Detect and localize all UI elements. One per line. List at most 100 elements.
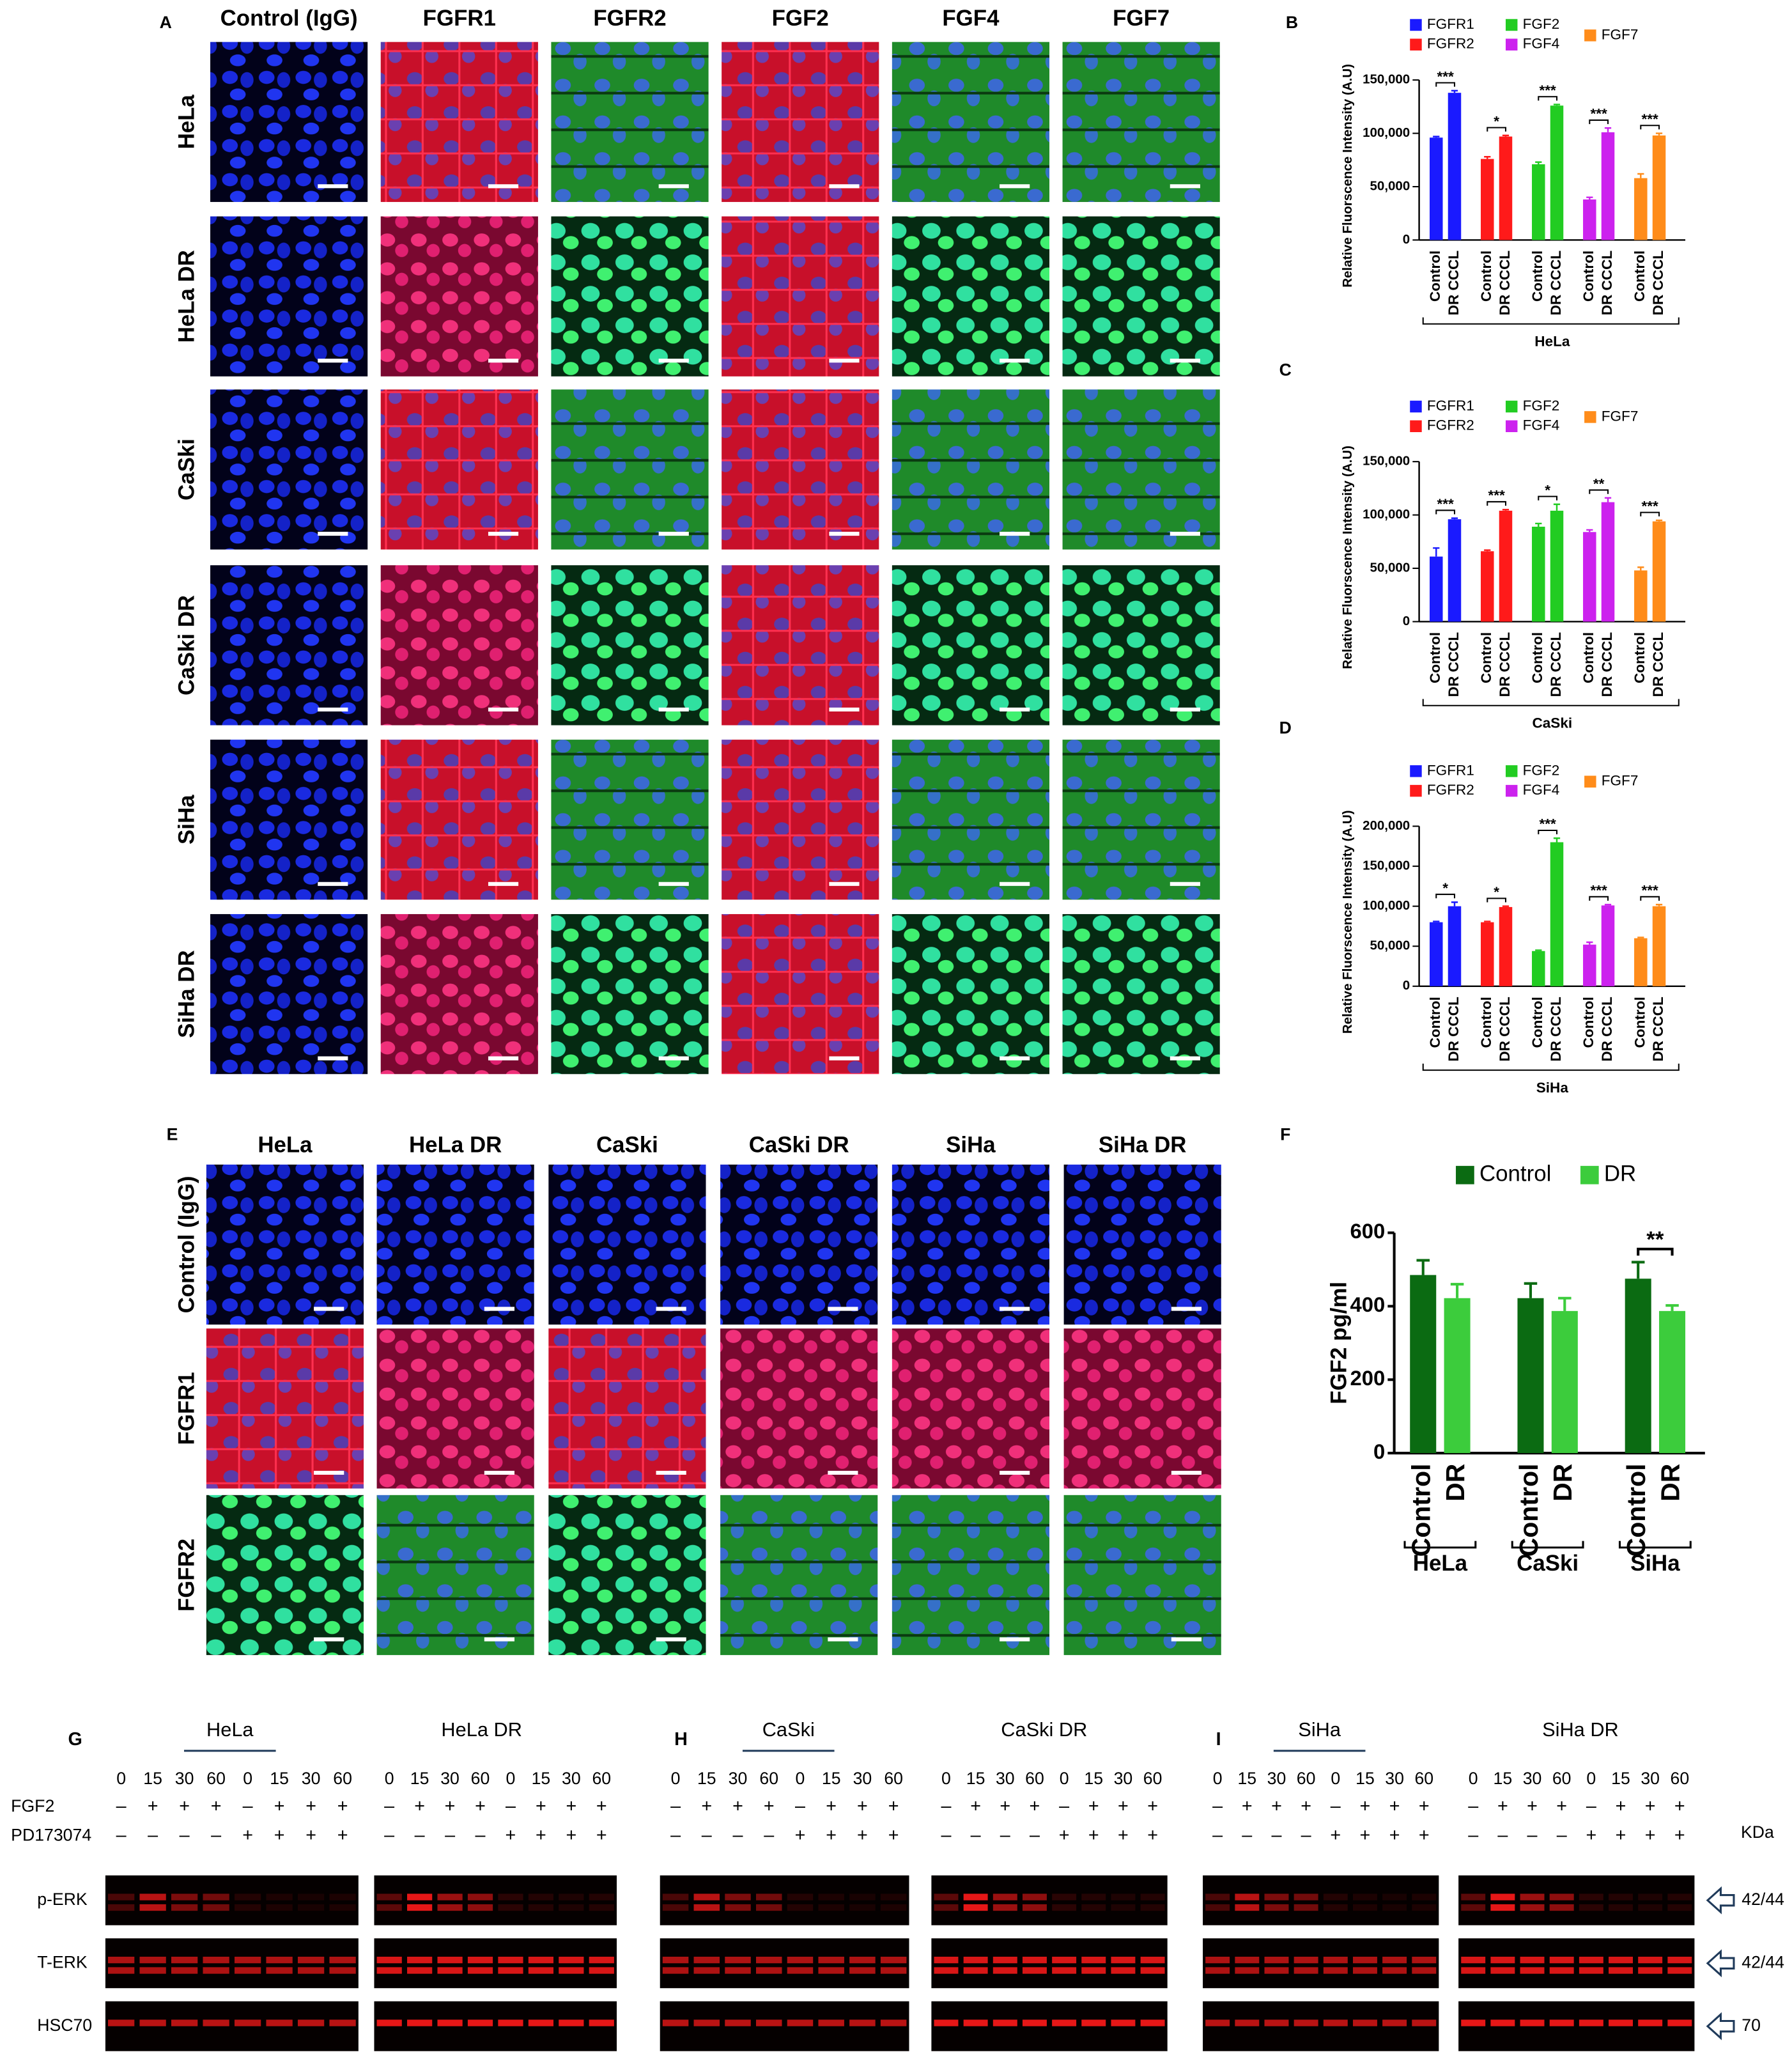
band <box>498 1956 523 1964</box>
band <box>1323 1904 1348 1911</box>
bar <box>1532 164 1545 240</box>
band <box>963 1967 988 1974</box>
bar <box>1517 1298 1544 1454</box>
band <box>1490 2019 1515 2026</box>
band <box>1323 1967 1348 1974</box>
micrograph <box>551 740 709 900</box>
band <box>498 1967 523 1974</box>
treatment-sign: + <box>1000 1796 1010 1817</box>
bar <box>1410 1275 1437 1454</box>
treatment-sign: + <box>1301 1796 1311 1817</box>
error-bar <box>1604 127 1612 132</box>
y-tick-label: 600 <box>1350 1219 1385 1243</box>
band <box>1609 1904 1633 1911</box>
lane-time: 60 <box>1025 1769 1044 1788</box>
column-header: FGFR1 <box>423 6 496 31</box>
micrograph <box>722 42 879 202</box>
band <box>528 2019 554 2026</box>
band <box>1461 1893 1486 1900</box>
treatment-sign: + <box>211 1796 222 1817</box>
bar <box>1429 556 1443 622</box>
lane-time: 0 <box>941 1769 951 1788</box>
lane-time: 0 <box>506 1769 516 1788</box>
treatment-sign: + <box>732 1796 743 1817</box>
lane-time: 30 <box>729 1769 748 1788</box>
treatment-sign: – <box>116 1796 127 1817</box>
legend-swatch <box>1580 1165 1599 1185</box>
band <box>589 1893 614 1900</box>
x-tick-label: Control <box>1632 251 1648 302</box>
band <box>1412 1904 1437 1911</box>
treatment-sign: + <box>826 1825 837 1845</box>
row-label: FGFR2 <box>174 1539 199 1612</box>
treatment-sign: – <box>670 1796 681 1817</box>
treatment-sign: – <box>180 1825 190 1845</box>
band <box>171 2019 198 2026</box>
y-tick-label: 400 <box>1350 1293 1385 1316</box>
band <box>1638 1956 1663 1964</box>
band <box>329 1904 356 1911</box>
treatment-sign: + <box>1088 1825 1099 1845</box>
significance-bracket <box>1640 511 1660 517</box>
error-bar <box>1553 104 1561 106</box>
y-tick-label: 100,000 <box>1363 125 1410 140</box>
band <box>407 2019 433 2026</box>
treatment-sign: – <box>670 1825 681 1845</box>
significance-bracket <box>1538 96 1558 101</box>
treatment-sign: + <box>1360 1796 1371 1817</box>
bar <box>1652 521 1666 622</box>
band <box>437 2019 463 2026</box>
error-bar <box>1586 941 1593 945</box>
band <box>934 1904 959 1911</box>
treatment-sign: – <box>1271 1825 1281 1845</box>
column-header: SiHa DR <box>1099 1132 1187 1157</box>
band <box>1382 1904 1407 1911</box>
significance-label: *** <box>1437 68 1454 84</box>
band <box>1667 1893 1692 1900</box>
micrograph <box>892 1495 1050 1656</box>
bar <box>1499 510 1513 622</box>
band <box>1294 1967 1318 1974</box>
bar <box>1583 199 1596 240</box>
band <box>107 2019 135 2026</box>
blot <box>1458 1938 1695 1989</box>
band <box>467 1956 493 1964</box>
band <box>498 1904 523 1911</box>
band <box>693 1893 720 1900</box>
x-tick-label: Control <box>1427 251 1443 302</box>
treatment-sign: + <box>1030 1796 1040 1817</box>
micrograph <box>1062 565 1220 726</box>
panel-letter: H <box>674 1729 688 1750</box>
lane-time: 60 <box>1671 1769 1690 1788</box>
bar <box>1448 906 1462 986</box>
band <box>1205 2019 1230 2026</box>
x-tick-label: DR CCCL <box>1599 632 1615 697</box>
micrograph <box>892 565 1050 726</box>
bar <box>1634 570 1648 622</box>
error-bar <box>1637 173 1644 178</box>
significance-bracket <box>1637 1247 1674 1256</box>
treatment-label: FGF2 <box>11 1796 54 1815</box>
row-label: CaSki <box>174 439 199 501</box>
treatment-sign: + <box>764 1796 775 1817</box>
legend-swatch <box>1410 420 1422 432</box>
band <box>1352 1967 1377 1974</box>
blot <box>105 1938 359 1989</box>
treatment-sign: – <box>415 1825 425 1845</box>
band <box>1520 1956 1545 1964</box>
legend-label: FGF7 <box>1602 26 1639 42</box>
bar <box>1601 502 1615 622</box>
significance-bracket <box>1640 896 1660 901</box>
cell-line-title: HeLa <box>206 1718 254 1741</box>
treatment-sign: – <box>116 1825 127 1845</box>
lane-time: 0 <box>1213 1769 1223 1788</box>
band <box>963 1956 988 1964</box>
treatment-sign: + <box>596 1796 607 1817</box>
band <box>1579 1967 1603 1974</box>
band <box>1549 1956 1574 1964</box>
group-label: CaSki <box>1532 715 1572 731</box>
y-axis-label: Relative Fluorscence Intensity (A.U) <box>1340 64 1355 288</box>
band <box>1294 2019 1318 2026</box>
band <box>880 1904 907 1911</box>
band <box>880 1967 907 1974</box>
